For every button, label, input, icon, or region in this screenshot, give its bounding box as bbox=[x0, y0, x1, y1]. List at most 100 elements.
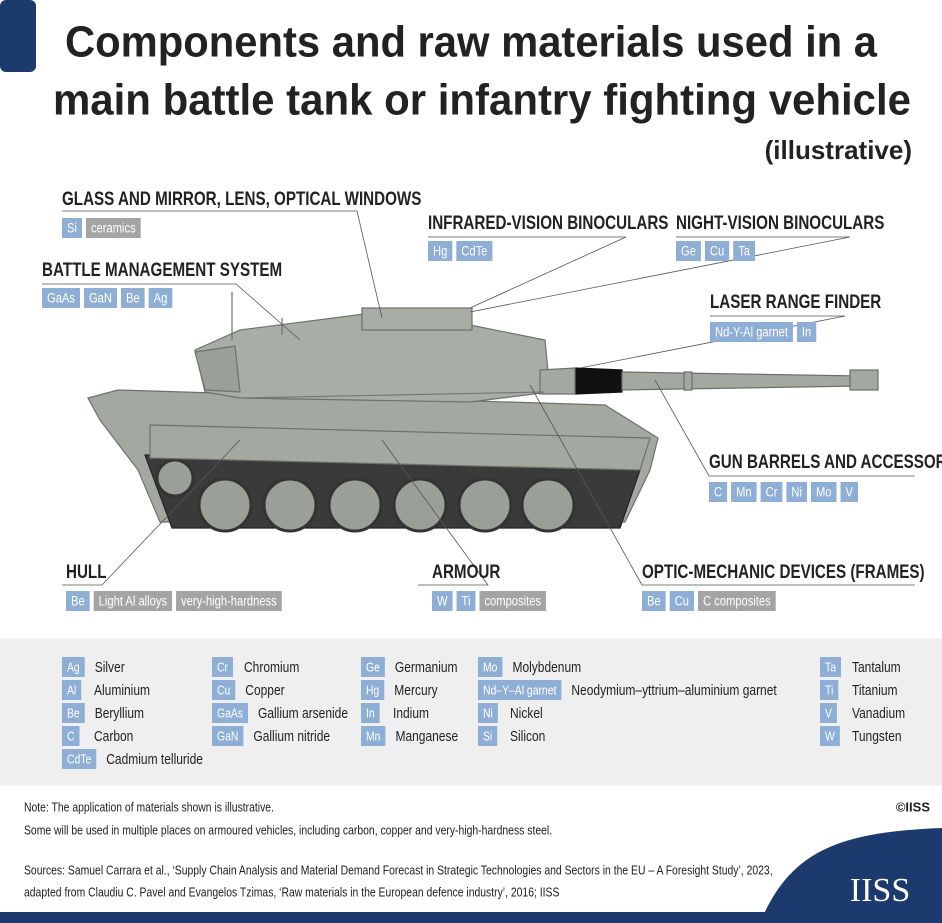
legend-symbol-group: V bbox=[820, 703, 837, 723]
legend-symbol-group: Cr bbox=[212, 657, 233, 677]
legend-symbol-box bbox=[361, 680, 385, 700]
legend-symbol-group: Ge bbox=[361, 657, 385, 677]
material-tag-group: Light Al alloys bbox=[93, 591, 173, 611]
material-tag-box bbox=[428, 241, 453, 261]
material-tag-box bbox=[176, 591, 282, 611]
material-tag: Si bbox=[67, 221, 77, 236]
material-tag-group: Si bbox=[62, 218, 82, 238]
material-tag-box bbox=[796, 322, 817, 342]
material-tag-box bbox=[760, 482, 783, 502]
legend-symbol: Ge bbox=[366, 660, 380, 674]
material-tag-box bbox=[148, 288, 173, 308]
material-tag-group: ceramics bbox=[85, 218, 141, 238]
material-tag: Hg bbox=[433, 244, 447, 259]
material-tag: composites bbox=[484, 594, 541, 609]
callout-label: BATTLE MANAGEMENT SYSTEM bbox=[42, 258, 282, 280]
material-tag-box bbox=[479, 591, 547, 611]
source: Sources: Samuel Carrara et al., ‘Supply … bbox=[24, 863, 773, 877]
legend-name: Nickel bbox=[510, 705, 543, 722]
legend-symbol-group: C bbox=[62, 726, 80, 746]
material-tag: Cu bbox=[710, 244, 724, 259]
note: Note: The application of materials shown… bbox=[24, 800, 274, 814]
legend-name: Mercury bbox=[394, 682, 438, 699]
material-tag-group: Ag bbox=[148, 288, 173, 308]
legend-symbol: C bbox=[67, 729, 75, 743]
material-tag-box bbox=[456, 591, 476, 611]
callout-label: NIGHT-VISION BINOCULARS bbox=[676, 211, 884, 233]
material-tag-box bbox=[731, 482, 757, 502]
legend-symbol: Hg bbox=[366, 683, 379, 697]
material-tag-box bbox=[85, 218, 141, 238]
legend-name: Copper bbox=[245, 682, 285, 699]
legend-symbol-box bbox=[212, 703, 249, 723]
legend-symbol-group: CdTe bbox=[62, 749, 97, 769]
legend-symbol: CdTe bbox=[67, 752, 92, 766]
material-tag-group: very-high-hardness bbox=[176, 591, 282, 611]
material-tag-group: Mo bbox=[810, 482, 837, 502]
legend-symbol-box bbox=[478, 657, 503, 677]
material-tag-box bbox=[704, 241, 730, 261]
material-tag-box bbox=[66, 591, 90, 611]
material-tag-group: In bbox=[796, 322, 817, 342]
callout-label: ARMOUR bbox=[432, 560, 501, 582]
callout-label: LASER RANGE FINDER bbox=[710, 290, 882, 312]
material-tag-group: Be bbox=[120, 288, 145, 308]
title-line: main battle tank or infantry fighting ve… bbox=[53, 76, 911, 125]
legend-name: Vanadium bbox=[852, 705, 905, 722]
material-tag: C bbox=[714, 485, 722, 500]
material-tag: CdTe bbox=[461, 244, 487, 259]
callout-label: GLASS AND MIRROR, LENS, OPTICAL WINDOWS bbox=[62, 187, 421, 209]
copyright: ©IISS bbox=[896, 799, 930, 814]
callout-label: OPTIC-MECHANIC DEVICES (FRAMES) bbox=[642, 560, 925, 582]
callout-label: INFRARED-VISION BINOCULARS bbox=[428, 211, 668, 233]
legend-name: Gallium nitride bbox=[253, 728, 330, 745]
material-tag-box bbox=[83, 288, 117, 308]
legend-symbol-group: W bbox=[820, 726, 840, 746]
footer-bar bbox=[0, 912, 942, 923]
legend-symbol: Ti bbox=[825, 683, 833, 697]
callout-label: GUN BARRELS AND ACCESSORIES bbox=[709, 450, 942, 472]
legend-symbol-group: Nd–Y–Al garnet bbox=[478, 680, 562, 700]
legend-symbol-group: Mo bbox=[478, 657, 503, 677]
legend-symbol-box bbox=[478, 703, 498, 723]
material-tag-group: Ni bbox=[786, 482, 807, 502]
legend-symbol: GaAs bbox=[217, 706, 243, 720]
material-tag-box bbox=[786, 482, 807, 502]
material-tag-box bbox=[709, 482, 728, 502]
legend-name: Neodymium–yttrium–aluminium garnet bbox=[571, 682, 777, 699]
material-tag: Ni bbox=[791, 485, 802, 500]
legend-name: Silver bbox=[95, 659, 125, 676]
material-tag-box bbox=[93, 591, 173, 611]
legend-symbol-box bbox=[820, 680, 839, 700]
material-tag: Be bbox=[126, 291, 140, 306]
legend-symbol-box bbox=[212, 657, 233, 677]
legend-symbol-box bbox=[820, 657, 841, 677]
legend-symbol-box bbox=[62, 657, 85, 677]
material-tag: Be bbox=[71, 594, 85, 609]
material-tag-box bbox=[710, 322, 793, 342]
legend-name: Indium bbox=[393, 705, 429, 722]
material-tag: Ge bbox=[681, 244, 696, 259]
material-tag-group: V bbox=[840, 482, 858, 502]
legend-symbol-box bbox=[62, 749, 97, 769]
material-tag-group: Ti bbox=[456, 591, 476, 611]
legend-symbol-group: Hg bbox=[361, 680, 385, 700]
legend-symbol-box bbox=[212, 726, 244, 746]
material-tag-box bbox=[810, 482, 837, 502]
material-tag-box bbox=[120, 288, 145, 308]
material-tag: Mo bbox=[816, 485, 832, 500]
material-tag: In bbox=[802, 325, 811, 340]
title-line: Components and raw materials used in a bbox=[65, 18, 878, 67]
source: adapted from Claudiu C. Pavel and Evange… bbox=[24, 885, 560, 899]
material-tag-box bbox=[42, 288, 80, 308]
material-tag-box bbox=[840, 482, 858, 502]
legend-name: Silicon bbox=[510, 728, 545, 745]
legend-symbol: Mn bbox=[366, 729, 380, 743]
legend-symbol: Nd–Y–Al garnet bbox=[483, 683, 557, 697]
legend-symbol-box bbox=[212, 680, 236, 700]
material-tag: W bbox=[437, 594, 448, 609]
legend-symbol-box bbox=[62, 726, 80, 746]
material-tag-group: Ta bbox=[733, 241, 756, 261]
legend-symbol-box bbox=[62, 680, 82, 700]
